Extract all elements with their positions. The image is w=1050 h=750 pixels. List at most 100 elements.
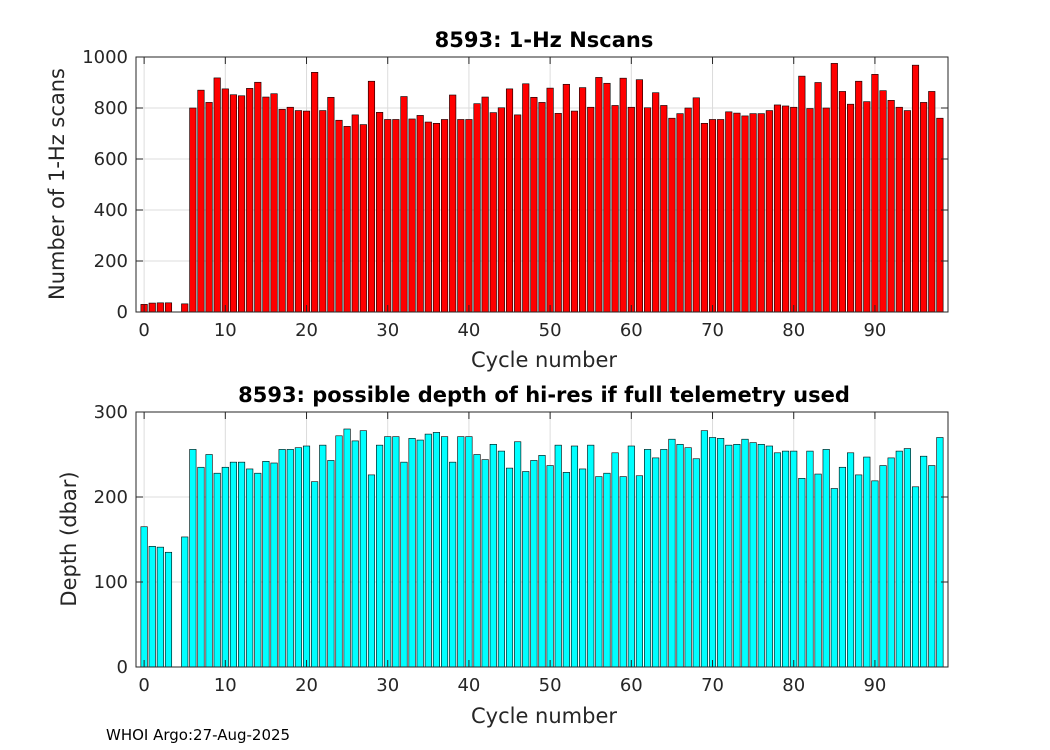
nscans-bar-cycle-34 bbox=[416, 115, 424, 313]
nscans-bar-cycle-6 bbox=[189, 107, 197, 313]
depth-bar-cycle-62 bbox=[644, 449, 652, 668]
nscans-bar-cycle-26 bbox=[351, 114, 359, 313]
depth-bar-cycle-18 bbox=[286, 449, 294, 668]
depth-bar-cycle-31 bbox=[392, 436, 400, 668]
depth-bar-cycle-94 bbox=[903, 448, 911, 668]
nscans-bar-cycle-40 bbox=[465, 119, 473, 313]
nscans-bar-cycle-39 bbox=[457, 119, 465, 313]
nscans-x-tick-label: 60 bbox=[620, 320, 643, 341]
nscans-bar-cycle-69 bbox=[700, 123, 708, 313]
depth-bar-cycle-51 bbox=[554, 444, 562, 668]
nscans-bar-cycle-68 bbox=[692, 97, 700, 313]
nscans-axes-box bbox=[135, 56, 949, 313]
nscans-bar-cycle-47 bbox=[522, 83, 530, 313]
nscans-bar-cycle-50 bbox=[546, 87, 554, 313]
nscans-bar-cycle-82 bbox=[806, 108, 814, 313]
depth-bar-cycle-87 bbox=[847, 452, 855, 668]
nscans-bar-cycle-97 bbox=[928, 91, 936, 313]
depth-bar-cycle-57 bbox=[603, 472, 611, 668]
depth-bar-cycle-82 bbox=[806, 450, 814, 668]
depth-bar-cycle-52 bbox=[562, 472, 570, 668]
depth-bar-cycle-81 bbox=[798, 477, 806, 668]
depth-bar-cycle-97 bbox=[928, 465, 936, 668]
nscans-bar-cycle-30 bbox=[384, 119, 392, 313]
nscans-bar-cycle-79 bbox=[782, 105, 790, 313]
depth-bar-cycle-83 bbox=[814, 473, 822, 668]
nscans-bar-cycle-10 bbox=[221, 88, 229, 313]
nscans-bar-cycle-91 bbox=[879, 90, 887, 313]
depth-bar-cycle-64 bbox=[660, 449, 668, 668]
depth-bar-cycle-29 bbox=[376, 444, 384, 668]
depth-bar-cycle-49 bbox=[538, 455, 546, 668]
depth-bar-cycle-69 bbox=[700, 430, 708, 668]
nscans-bar-cycle-53 bbox=[570, 110, 579, 313]
nscans-bar-cycle-33 bbox=[408, 118, 416, 313]
depth-bar-cycle-30 bbox=[384, 436, 392, 668]
nscans-bar-cycle-86 bbox=[838, 91, 846, 313]
depth-bar-cycle-85 bbox=[830, 488, 838, 668]
depth-bar-cycle-5 bbox=[181, 536, 189, 668]
nscans-y-tick-label: 800 bbox=[94, 98, 128, 119]
depth-x-tick-label: 30 bbox=[376, 675, 399, 696]
depth-x-tick-label: 60 bbox=[620, 675, 643, 696]
depth-bar-cycle-70 bbox=[708, 437, 717, 668]
depth-bar-cycle-35 bbox=[424, 433, 432, 668]
depth-bar-cycle-43 bbox=[489, 443, 497, 668]
depth-bar-cycle-20 bbox=[302, 445, 311, 668]
depth-bar-cycle-14 bbox=[254, 472, 262, 668]
nscans-bar-cycle-9 bbox=[213, 77, 221, 313]
depth-x-axis-label: Cycle number bbox=[471, 704, 617, 728]
depth-x-tick-label: 0 bbox=[138, 675, 149, 696]
depth-bar-cycle-79 bbox=[782, 450, 790, 668]
depth-bar-cycle-93 bbox=[895, 450, 903, 668]
nscans-y-tick-label: 1000 bbox=[82, 47, 128, 68]
depth-bar-cycle-90 bbox=[871, 480, 879, 668]
nscans-bar-cycle-31 bbox=[392, 119, 400, 313]
depth-bar-cycle-72 bbox=[725, 444, 733, 668]
nscans-bar-cycle-80 bbox=[790, 106, 798, 313]
depth-bar-cycle-84 bbox=[822, 449, 830, 668]
depth-bar-cycle-86 bbox=[838, 466, 846, 668]
nscans-bar-cycle-72 bbox=[725, 111, 733, 313]
depth-bar-cycle-9 bbox=[213, 472, 221, 668]
nscans-bar-cycle-43 bbox=[489, 112, 497, 313]
depth-bar-cycle-37 bbox=[441, 436, 449, 668]
depth-bar-cycle-58 bbox=[611, 452, 619, 668]
depth-x-tick-label: 90 bbox=[863, 675, 886, 696]
depth-bar-cycle-13 bbox=[246, 468, 254, 668]
depth-bar-cycle-38 bbox=[449, 461, 457, 668]
depth-bar-cycle-40 bbox=[465, 436, 473, 668]
nscans-y-tick-label: 400 bbox=[94, 200, 128, 221]
depth-bar-cycle-63 bbox=[652, 457, 660, 668]
nscans-bar-cycle-23 bbox=[327, 96, 335, 313]
depth-bar-cycle-61 bbox=[635, 475, 643, 668]
depth-y-tick-label: 100 bbox=[94, 572, 128, 593]
nscans-bar-cycle-51 bbox=[554, 113, 562, 313]
depth-bar-cycle-95 bbox=[911, 486, 920, 668]
depth-bar-cycle-71 bbox=[717, 438, 725, 668]
nscans-bar-cycle-54 bbox=[579, 87, 587, 313]
nscans-bar-cycle-1 bbox=[148, 302, 156, 313]
nscans-y-tick-label: 0 bbox=[117, 302, 128, 323]
nscans-bar-cycle-41 bbox=[473, 103, 481, 313]
nscans-bar-cycle-20 bbox=[302, 110, 311, 313]
nscans-bar-cycle-35 bbox=[424, 121, 432, 313]
nscans-bar-cycle-49 bbox=[538, 102, 546, 313]
nscans-bar-cycle-18 bbox=[286, 106, 294, 313]
depth-bar-cycle-42 bbox=[481, 459, 489, 668]
nscans-bar-cycle-14 bbox=[254, 81, 262, 313]
depth-bar-cycle-44 bbox=[497, 450, 505, 668]
depth-bar-cycle-50 bbox=[546, 465, 554, 668]
nscans-bar-cycle-65 bbox=[668, 117, 676, 313]
nscans-bar-cycle-87 bbox=[847, 103, 855, 313]
depth-x-tick-label: 40 bbox=[457, 675, 480, 696]
nscans-x-axis-label: Cycle number bbox=[471, 348, 617, 372]
depth-bar-cycle-67 bbox=[684, 447, 692, 668]
depth-bar-cycle-45 bbox=[505, 467, 514, 668]
depth-bar-cycle-68 bbox=[692, 458, 700, 668]
nscans-x-tick-label: 80 bbox=[782, 320, 805, 341]
nscans-x-tick-label: 0 bbox=[138, 320, 149, 341]
depth-bar-cycle-12 bbox=[238, 461, 246, 668]
nscans-bar-cycle-84 bbox=[822, 107, 830, 313]
